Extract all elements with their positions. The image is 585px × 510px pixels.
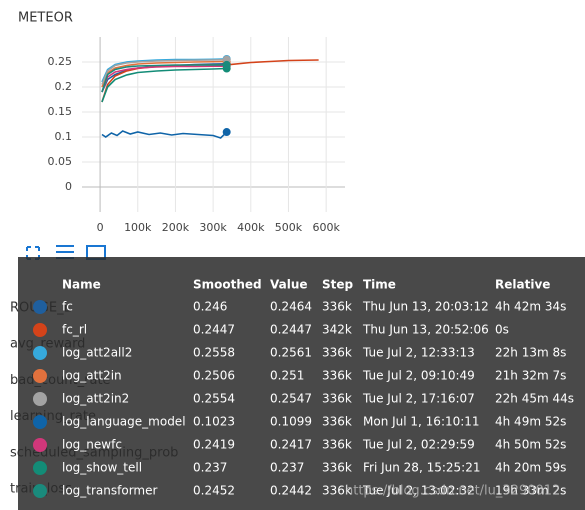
table-cell: 0.1099 — [270, 415, 312, 429]
column-header: Smoothed — [193, 278, 262, 292]
table-cell: 0.2419 — [193, 438, 235, 452]
y-tick-label: 0 — [65, 180, 72, 193]
table-cell: 0.246 — [193, 300, 227, 314]
x-tick-label: 100k — [124, 221, 152, 234]
chart-title: METEOR — [18, 11, 73, 26]
y-tick-label: 0.05 — [48, 155, 73, 168]
table-cell: 336k — [322, 392, 352, 406]
table-cell: 0.2417 — [270, 438, 312, 452]
table-cell: 0.237 — [193, 461, 227, 475]
table-cell: 0.251 — [270, 369, 304, 383]
x-tick-label: 500k — [275, 221, 303, 234]
table-cell: log_newfc — [62, 438, 122, 452]
series-line — [101, 58, 227, 85]
row-swatch — [33, 438, 47, 452]
table-cell: 0.2447 — [193, 323, 235, 337]
row-swatch — [33, 323, 47, 337]
table-cell: fc — [62, 300, 73, 314]
x-tick-label: 200k — [162, 221, 190, 234]
table-cell: Tue Jul 2, 13:02:32 — [362, 484, 475, 498]
table-cell: 4h 50m 52s — [495, 438, 566, 452]
table-cell: 0.237 — [270, 461, 304, 475]
log-scale-icon[interactable] — [56, 245, 74, 259]
table-cell: 0.2464 — [270, 300, 312, 314]
x-tick-label: 400k — [237, 221, 265, 234]
row-swatch — [33, 392, 47, 406]
row-swatch — [33, 346, 47, 360]
table-cell: 0.2554 — [193, 392, 235, 406]
table-cell: 336k — [322, 346, 352, 360]
table-cell: 0.2447 — [270, 323, 312, 337]
table-cell: 22h 13m 8s — [495, 346, 566, 360]
table-cell: 4h 20m 59s — [495, 461, 566, 475]
table-cell: Tue Jul 2, 02:29:59 — [362, 438, 475, 452]
table-cell: log_transformer — [62, 484, 158, 498]
series-line — [101, 65, 227, 93]
table-cell: 0.2561 — [270, 346, 312, 360]
y-tick-label: 0.25 — [48, 55, 73, 68]
table-cell: 0s — [495, 323, 509, 337]
tooltip: Name Smoothed Value Step Time Relative fc 0.246… — [33, 278, 574, 498]
table-cell: 21h 32m 7s — [495, 369, 566, 383]
table-cell: 336k — [322, 438, 352, 452]
series-line — [101, 64, 227, 93]
table-cell: 4h 49m 52s — [495, 415, 566, 429]
table-cell: 336k — [322, 484, 352, 498]
x-tick-label: 0 — [97, 221, 104, 234]
column-header: Value — [270, 278, 308, 292]
table-cell: Thu Jun 13, 20:03:12 — [362, 300, 489, 314]
table-cell: 4h 42m 34s — [495, 300, 566, 314]
tooltip-bg — [18, 257, 585, 510]
table-cell: 0.2547 — [270, 392, 312, 406]
table-cell: Mon Jul 1, 16:10:11 — [363, 415, 480, 429]
table-cell: 0.2452 — [193, 484, 235, 498]
column-header: Time — [363, 278, 396, 292]
table-cell: 342k — [322, 323, 352, 337]
end-marker — [222, 128, 231, 137]
row-swatch — [33, 300, 47, 314]
table-cell: 336k — [322, 300, 352, 314]
table-cell: fc_rl — [62, 323, 87, 337]
table-cell: Thu Jun 13, 20:52:06 — [362, 323, 489, 337]
column-header: Name — [62, 278, 101, 292]
table-cell: 0.2558 — [193, 346, 235, 360]
table-cell: 22h 45m 44s — [495, 392, 574, 406]
table-cell: 336k — [322, 415, 352, 429]
series-line — [101, 67, 227, 103]
table-cell: log_att2all2 — [62, 346, 132, 360]
table-cell: Tue Jul 2, 12:33:13 — [362, 346, 475, 360]
table-cell: log_show_tell — [62, 461, 142, 475]
table-cell: 0.2442 — [270, 484, 312, 498]
table-cell: 0.1023 — [193, 415, 235, 429]
plot: 0 0.05 0.1 0.15 0.2 0.25 0 100k 200k 300k 400k 500k… — [48, 37, 345, 234]
table-cell: Fri Jun 28, 15:25:21 — [363, 461, 480, 475]
column-header: Step — [322, 278, 354, 292]
table-cell: log_att2in — [62, 369, 122, 383]
table-cell: 19h 33m 2s — [495, 484, 566, 498]
end-marker — [222, 60, 231, 69]
series-line — [101, 60, 227, 88]
table-cell: 336k — [322, 369, 352, 383]
y-tick-label: 0.2 — [55, 80, 73, 93]
table-cell: 336k — [322, 461, 352, 475]
y-tick-label: 0.15 — [48, 105, 73, 118]
row-swatch — [33, 369, 47, 383]
table-cell: Tue Jul 2, 17:16:07 — [362, 392, 475, 406]
row-swatch — [33, 415, 47, 429]
table-cell: Tue Jul 2, 09:10:49 — [362, 369, 475, 383]
table-cell: log_language_model — [62, 415, 186, 429]
watermark: https://blog.csdn.net/lu_3290012 — [345, 484, 560, 499]
table-cell: 0.2506 — [193, 369, 235, 383]
x-tick-label: 600k — [312, 221, 340, 234]
column-header: Relative — [495, 278, 550, 292]
table-cell: log_att2in2 — [62, 392, 129, 406]
x-tick-label: 300k — [199, 221, 227, 234]
y-tick-label: 0.1 — [55, 130, 73, 143]
series-line — [101, 130, 228, 139]
row-swatch — [33, 484, 47, 498]
row-swatch — [33, 461, 47, 475]
